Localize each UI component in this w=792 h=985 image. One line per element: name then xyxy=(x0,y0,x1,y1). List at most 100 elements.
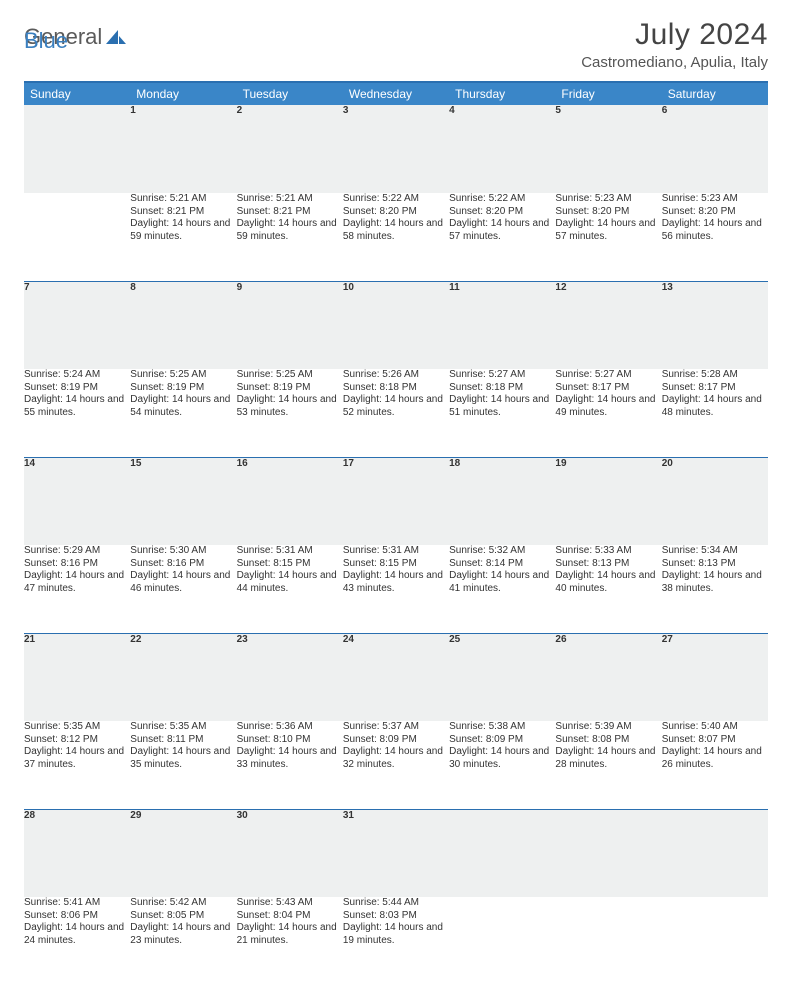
day-number: 14 xyxy=(24,457,130,545)
daylight-line: Daylight: 14 hours and 48 minutes. xyxy=(662,394,768,419)
day-number: 25 xyxy=(449,633,555,721)
daylight-line: Daylight: 14 hours and 55 minutes. xyxy=(24,394,130,419)
brand-part2: Blue xyxy=(24,28,68,54)
day-cell: Sunrise: 5:25 AMSunset: 8:19 PMDaylight:… xyxy=(237,369,343,457)
day-number: 27 xyxy=(662,633,768,721)
daylight-line: Daylight: 14 hours and 57 minutes. xyxy=(555,218,661,243)
sunrise-line: Sunrise: 5:21 AM xyxy=(237,193,343,206)
sunrise-line: Sunrise: 5:42 AM xyxy=(130,897,236,910)
sunset-line: Sunset: 8:06 PM xyxy=(24,910,130,923)
daylight-line: Daylight: 14 hours and 35 minutes. xyxy=(130,746,236,771)
sunrise-line: Sunrise: 5:32 AM xyxy=(449,545,555,558)
daylight-line: Daylight: 14 hours and 57 minutes. xyxy=(449,218,555,243)
day-number: 4 xyxy=(449,105,555,193)
day-number: 23 xyxy=(237,633,343,721)
sunset-line: Sunset: 8:20 PM xyxy=(343,206,449,219)
sunrise-line: Sunrise: 5:37 AM xyxy=(343,721,449,734)
info-row: Sunrise: 5:24 AMSunset: 8:19 PMDaylight:… xyxy=(24,369,768,457)
daylight-line: Daylight: 14 hours and 52 minutes. xyxy=(343,394,449,419)
sunrise-line: Sunrise: 5:34 AM xyxy=(662,545,768,558)
daynum-row: 21222324252627 xyxy=(24,633,768,721)
sunrise-line: Sunrise: 5:25 AM xyxy=(237,369,343,382)
day-cell xyxy=(24,193,130,281)
daylight-line: Daylight: 14 hours and 56 minutes. xyxy=(662,218,768,243)
daynum-row: 123456 xyxy=(24,105,768,193)
sunset-line: Sunset: 8:17 PM xyxy=(555,382,661,395)
sunrise-line: Sunrise: 5:28 AM xyxy=(662,369,768,382)
sunset-line: Sunset: 8:16 PM xyxy=(130,558,236,571)
day-cell: Sunrise: 5:44 AMSunset: 8:03 PMDaylight:… xyxy=(343,897,449,985)
day-number: 2 xyxy=(237,105,343,193)
sunrise-line: Sunrise: 5:31 AM xyxy=(343,545,449,558)
sunrise-line: Sunrise: 5:25 AM xyxy=(130,369,236,382)
sunrise-line: Sunrise: 5:27 AM xyxy=(449,369,555,382)
day-number: 11 xyxy=(449,281,555,369)
sunset-line: Sunset: 8:10 PM xyxy=(237,734,343,747)
day-number: 20 xyxy=(662,457,768,545)
day-cell: Sunrise: 5:34 AMSunset: 8:13 PMDaylight:… xyxy=(662,545,768,633)
day-number: 28 xyxy=(24,809,130,897)
day-number: 13 xyxy=(662,281,768,369)
sunset-line: Sunset: 8:21 PM xyxy=(237,206,343,219)
daynum-row: 28293031 xyxy=(24,809,768,897)
sunrise-line: Sunrise: 5:21 AM xyxy=(130,193,236,206)
day-cell: Sunrise: 5:30 AMSunset: 8:16 PMDaylight:… xyxy=(130,545,236,633)
sunset-line: Sunset: 8:21 PM xyxy=(130,206,236,219)
sunrise-line: Sunrise: 5:36 AM xyxy=(237,721,343,734)
calendar-head: SundayMondayTuesdayWednesdayThursdayFrid… xyxy=(24,82,768,105)
daylight-line: Daylight: 14 hours and 44 minutes. xyxy=(237,570,343,595)
sunrise-line: Sunrise: 5:40 AM xyxy=(662,721,768,734)
day-cell: Sunrise: 5:27 AMSunset: 8:17 PMDaylight:… xyxy=(555,369,661,457)
sunrise-line: Sunrise: 5:27 AM xyxy=(555,369,661,382)
day-number: 18 xyxy=(449,457,555,545)
day-header: Wednesday xyxy=(343,82,449,105)
info-row: Sunrise: 5:29 AMSunset: 8:16 PMDaylight:… xyxy=(24,545,768,633)
day-cell: Sunrise: 5:41 AMSunset: 8:06 PMDaylight:… xyxy=(24,897,130,985)
daylight-line: Daylight: 14 hours and 38 minutes. xyxy=(662,570,768,595)
day-cell: Sunrise: 5:21 AMSunset: 8:21 PMDaylight:… xyxy=(237,193,343,281)
sunset-line: Sunset: 8:07 PM xyxy=(662,734,768,747)
daylight-line: Daylight: 14 hours and 24 minutes. xyxy=(24,922,130,947)
sunset-line: Sunset: 8:19 PM xyxy=(24,382,130,395)
day-cell: Sunrise: 5:35 AMSunset: 8:12 PMDaylight:… xyxy=(24,721,130,809)
daylight-line: Daylight: 14 hours and 53 minutes. xyxy=(237,394,343,419)
day-cell: Sunrise: 5:31 AMSunset: 8:15 PMDaylight:… xyxy=(343,545,449,633)
day-cell: Sunrise: 5:23 AMSunset: 8:20 PMDaylight:… xyxy=(662,193,768,281)
day-number: 22 xyxy=(130,633,236,721)
day-cell: Sunrise: 5:22 AMSunset: 8:20 PMDaylight:… xyxy=(343,193,449,281)
daylight-line: Daylight: 14 hours and 26 minutes. xyxy=(662,746,768,771)
day-cell xyxy=(555,897,661,985)
sunset-line: Sunset: 8:14 PM xyxy=(449,558,555,571)
day-cell: Sunrise: 5:39 AMSunset: 8:08 PMDaylight:… xyxy=(555,721,661,809)
day-number: 8 xyxy=(130,281,236,369)
day-header: Saturday xyxy=(662,82,768,105)
day-cell xyxy=(662,897,768,985)
sunset-line: Sunset: 8:15 PM xyxy=(237,558,343,571)
sunset-line: Sunset: 8:19 PM xyxy=(237,382,343,395)
day-cell: Sunrise: 5:24 AMSunset: 8:19 PMDaylight:… xyxy=(24,369,130,457)
daylight-line: Daylight: 14 hours and 59 minutes. xyxy=(237,218,343,243)
daylight-line: Daylight: 14 hours and 32 minutes. xyxy=(343,746,449,771)
sunrise-line: Sunrise: 5:22 AM xyxy=(343,193,449,206)
sunrise-line: Sunrise: 5:33 AM xyxy=(555,545,661,558)
day-number: 31 xyxy=(343,809,449,897)
day-cell: Sunrise: 5:29 AMSunset: 8:16 PMDaylight:… xyxy=(24,545,130,633)
daylight-line: Daylight: 14 hours and 43 minutes. xyxy=(343,570,449,595)
daylight-line: Daylight: 14 hours and 19 minutes. xyxy=(343,922,449,947)
daylight-line: Daylight: 14 hours and 37 minutes. xyxy=(24,746,130,771)
sunset-line: Sunset: 8:16 PM xyxy=(24,558,130,571)
day-cell: Sunrise: 5:37 AMSunset: 8:09 PMDaylight:… xyxy=(343,721,449,809)
day-cell: Sunrise: 5:27 AMSunset: 8:18 PMDaylight:… xyxy=(449,369,555,457)
sunrise-line: Sunrise: 5:23 AM xyxy=(555,193,661,206)
sunrise-line: Sunrise: 5:29 AM xyxy=(24,545,130,558)
day-cell: Sunrise: 5:42 AMSunset: 8:05 PMDaylight:… xyxy=(130,897,236,985)
sunset-line: Sunset: 8:05 PM xyxy=(130,910,236,923)
daynum-row: 14151617181920 xyxy=(24,457,768,545)
day-header: Monday xyxy=(130,82,236,105)
day-cell: Sunrise: 5:23 AMSunset: 8:20 PMDaylight:… xyxy=(555,193,661,281)
day-number: 15 xyxy=(130,457,236,545)
daylight-line: Daylight: 14 hours and 40 minutes. xyxy=(555,570,661,595)
sunrise-line: Sunrise: 5:26 AM xyxy=(343,369,449,382)
day-number: 9 xyxy=(237,281,343,369)
day-cell: Sunrise: 5:21 AMSunset: 8:21 PMDaylight:… xyxy=(130,193,236,281)
